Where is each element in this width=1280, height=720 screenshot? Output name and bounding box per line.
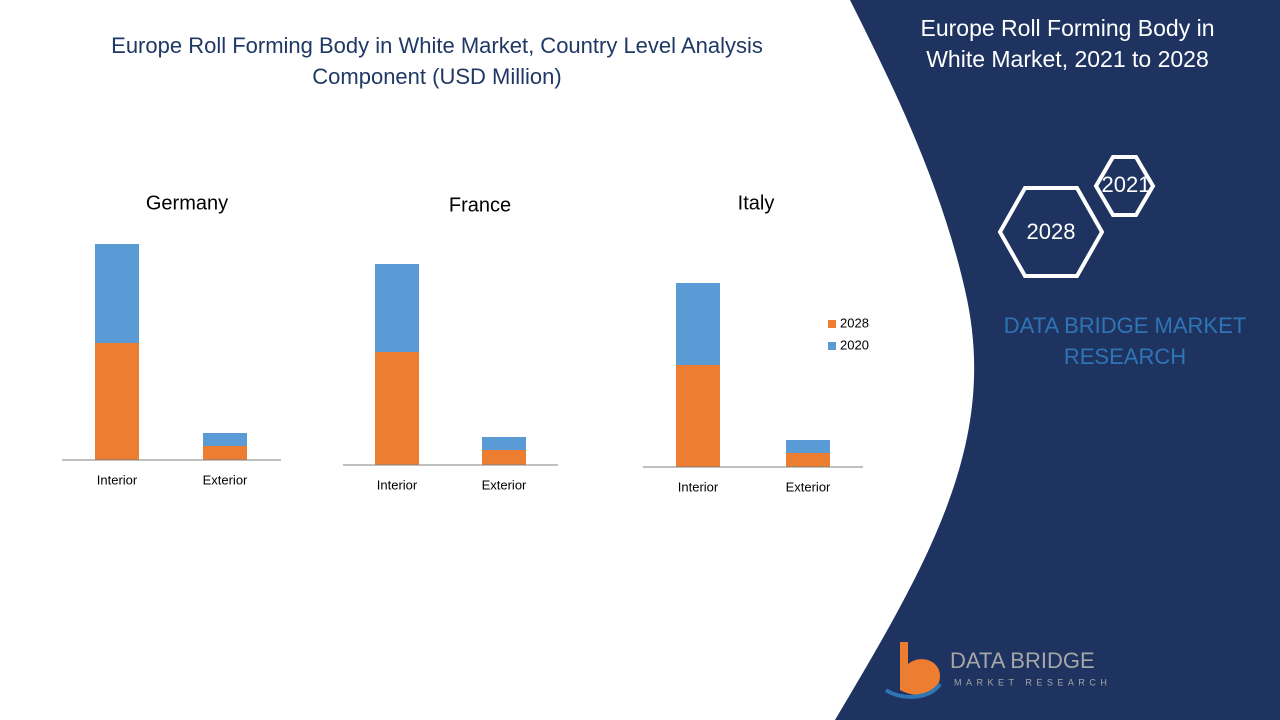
bar-segment bbox=[203, 446, 247, 460]
main-title: Europe Roll Forming Body in White Market… bbox=[111, 33, 763, 89]
hexagon-label: 2021 bbox=[1102, 172, 1151, 197]
logo-mark bbox=[900, 642, 940, 695]
chart-subtitle: Germany bbox=[146, 192, 228, 214]
chart-subtitle: Italy bbox=[738, 192, 775, 214]
bar-segment bbox=[375, 264, 419, 352]
side-panel-bg bbox=[835, 0, 1280, 720]
bar-segment bbox=[676, 365, 720, 467]
chart-subtitle: France bbox=[449, 194, 511, 216]
legend-label: 2028 bbox=[840, 315, 869, 330]
logo-name: DATA BRIDGE bbox=[950, 648, 1095, 673]
legend-label: 2020 bbox=[840, 337, 869, 352]
hexagon bbox=[997, 186, 1105, 278]
x-tick-label: Interior bbox=[97, 472, 138, 487]
logo-tagline: MARKET RESEARCH bbox=[954, 677, 1111, 687]
legend-swatch bbox=[828, 320, 836, 328]
side-title: Europe Roll Forming Body in White Market… bbox=[920, 15, 1215, 72]
bar-segment bbox=[482, 437, 526, 450]
brand-text: DATA BRIDGE MARKET RESEARCH bbox=[1003, 313, 1247, 369]
x-tick-label: Exterior bbox=[203, 472, 248, 487]
x-tick-label: Interior bbox=[377, 477, 418, 492]
hexagon-label: 2028 bbox=[1027, 219, 1076, 244]
x-tick-label: Exterior bbox=[482, 477, 527, 492]
x-tick-label: Exterior bbox=[786, 479, 831, 494]
x-tick-label: Interior bbox=[678, 479, 719, 494]
legend-swatch bbox=[828, 342, 836, 350]
bar-segment bbox=[95, 244, 139, 343]
bar-segment bbox=[375, 352, 419, 465]
logo-swoosh bbox=[884, 682, 942, 699]
bar-segment bbox=[482, 450, 526, 465]
bar-segment bbox=[786, 440, 830, 453]
bar-segment bbox=[786, 453, 830, 467]
bar-segment bbox=[203, 433, 247, 446]
bar-segment bbox=[95, 343, 139, 460]
bar-segment bbox=[676, 283, 720, 365]
hexagon bbox=[1093, 155, 1156, 217]
